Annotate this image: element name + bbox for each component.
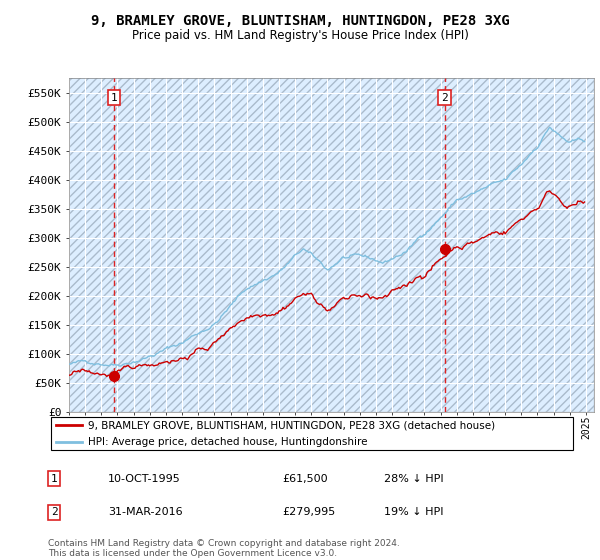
Text: Price paid vs. HM Land Registry's House Price Index (HPI): Price paid vs. HM Land Registry's House …: [131, 29, 469, 42]
Text: 2: 2: [441, 92, 448, 102]
Text: 19% ↓ HPI: 19% ↓ HPI: [384, 507, 443, 517]
Text: 31-MAR-2016: 31-MAR-2016: [108, 507, 182, 517]
Text: 9, BRAMLEY GROVE, BLUNTISHAM, HUNTINGDON, PE28 3XG (detached house): 9, BRAMLEY GROVE, BLUNTISHAM, HUNTINGDON…: [88, 420, 495, 430]
Text: £61,500: £61,500: [282, 474, 328, 484]
Text: 10-OCT-1995: 10-OCT-1995: [108, 474, 181, 484]
Text: £279,995: £279,995: [282, 507, 335, 517]
Text: 1: 1: [110, 92, 117, 102]
Text: 1: 1: [50, 474, 58, 484]
Text: 2: 2: [50, 507, 58, 517]
Text: 9, BRAMLEY GROVE, BLUNTISHAM, HUNTINGDON, PE28 3XG: 9, BRAMLEY GROVE, BLUNTISHAM, HUNTINGDON…: [91, 14, 509, 28]
Text: Contains HM Land Registry data © Crown copyright and database right 2024.
This d: Contains HM Land Registry data © Crown c…: [48, 539, 400, 558]
FancyBboxPatch shape: [50, 417, 574, 450]
Text: HPI: Average price, detached house, Huntingdonshire: HPI: Average price, detached house, Hunt…: [88, 437, 367, 447]
Text: 28% ↓ HPI: 28% ↓ HPI: [384, 474, 443, 484]
